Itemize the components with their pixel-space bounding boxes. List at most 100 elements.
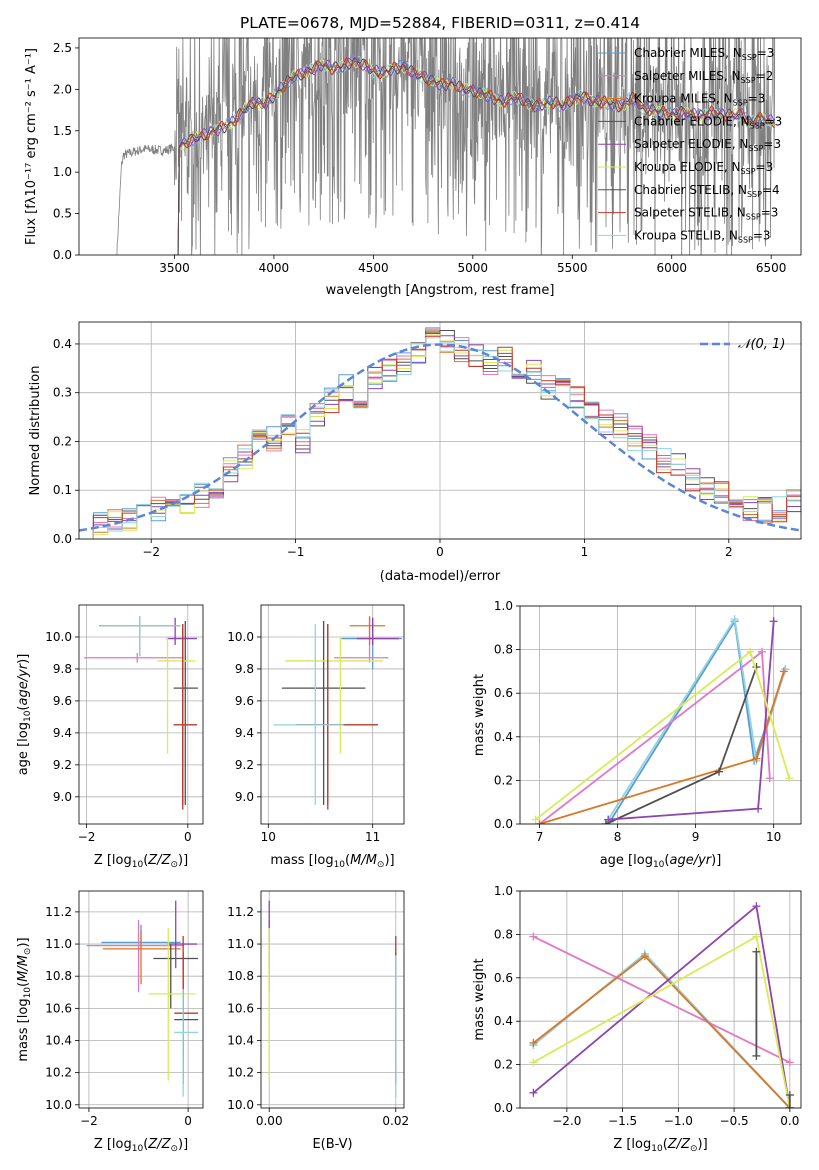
histogram-step <box>79 327 801 539</box>
mass_vs_Z-panel: −2 0 10.0 10.2 10.4 10.6 10.8 11.0 11.2 Z [log10(… <box>16 890 204 1154</box>
legend-label: 𝒩(0, 1) <box>738 337 785 352</box>
y-tick-label: 10.2 <box>45 1066 72 1080</box>
histogram-step <box>79 334 801 539</box>
legend-label: Salpeter MILES, NSSP=2 <box>634 69 773 85</box>
y-tick-label: 9.6 <box>235 694 254 708</box>
x-tick-label: 8 <box>614 830 622 844</box>
mass_vs_EBV-plot <box>268 900 397 1097</box>
legend-label: Chabrier MILES, NSSP=3 <box>634 46 774 62</box>
x-tick-label: −2 <box>78 830 96 844</box>
y-tick-label: 0.0 <box>53 248 72 262</box>
x-tick-label: −1.0 <box>664 1114 693 1128</box>
x-tick-label: 0 <box>184 830 192 844</box>
observed-spectrum-line <box>116 38 776 255</box>
figure-title: PLATE=0678, MJD=52884, FIBERID=0311, z=0… <box>240 14 640 32</box>
mass_weight_vs_age-plot <box>531 615 794 824</box>
model-spectrum-line <box>174 55 776 255</box>
histogram-step <box>79 330 801 539</box>
y-tick-label: 10.4 <box>227 1033 254 1047</box>
x-tick-label: −0.5 <box>720 1114 749 1128</box>
y-tick-label: 0.4 <box>53 337 72 351</box>
y-tick-label: 0.5 <box>53 207 72 221</box>
x-axis-label: Z [log10(Z/Z⊙)] <box>94 1137 188 1154</box>
x-tick-label: 0 <box>184 1114 192 1128</box>
axes-frame <box>78 604 204 825</box>
series-line <box>532 952 791 1108</box>
y-tick-label: 2.5 <box>53 41 72 55</box>
y-tick-label: 0.8 <box>494 927 513 941</box>
y-axis-label: Flux [fλ10⁻¹⁷ erg cm⁻² s⁻¹ A⁻¹] <box>24 48 39 245</box>
y-tick-label: 10.0 <box>45 1098 72 1112</box>
series-line <box>533 935 791 1064</box>
axes-frame <box>260 604 405 825</box>
y-tick-label: 9.2 <box>235 758 254 772</box>
x-tick-label: 5500 <box>557 261 588 275</box>
y-tick-label: 0.6 <box>494 971 513 985</box>
mass_vs_Z-plot <box>86 900 199 1097</box>
y-tick-label: 11.0 <box>227 937 254 951</box>
x-tick-label: 0.00 <box>256 1114 283 1128</box>
y-tick-label: 0.0 <box>494 817 513 831</box>
x-tick-label: −2 <box>142 545 160 559</box>
x-tick-label: 4000 <box>259 261 290 275</box>
legend-label: Kroupa MILES, NSSP=3 <box>634 92 765 108</box>
mass_weight_vs_Z-plot <box>529 902 794 1108</box>
series-line <box>532 952 791 1108</box>
y-tick-label: 10.6 <box>227 1001 254 1015</box>
x-tick-label: 1 <box>581 545 589 559</box>
mass_vs_EBV-panel: 0.00 0.02 10.0 10.2 10.4 10.6 10.8 11.0 11.2 E(B-… <box>227 890 409 1152</box>
y-tick-label: 1.5 <box>53 124 72 138</box>
y-tick-label: 10.8 <box>227 969 254 983</box>
y-tick-label: 2.0 <box>53 82 72 96</box>
histogram-step <box>79 328 801 539</box>
y-tick-label: 0.0 <box>53 532 72 546</box>
y-tick-label: 9.2 <box>53 758 72 772</box>
axes-frame <box>260 890 405 1109</box>
x-axis-label: mass [log10(M/M⊙)] <box>270 853 394 870</box>
y-tick-label: 9.6 <box>53 694 72 708</box>
y-tick-label: 10.0 <box>45 630 72 644</box>
age_vs_Z-plot <box>84 616 198 810</box>
y-axis-label: mass weight <box>472 958 487 1040</box>
model-spectrum-line <box>174 59 775 255</box>
y-tick-label: 0.0 <box>494 1101 513 1115</box>
age_vs_mass-panel: 10 11 9.0 9.2 9.4 9.6 9.8 10.0 mass [log10(M/M⊙)… <box>227 604 405 870</box>
x-tick-label: 0.0 <box>780 1114 799 1128</box>
model-spectrum-line <box>174 57 775 255</box>
y-tick-label: 9.4 <box>53 726 72 740</box>
x-axis-label: (data-model)/error <box>380 569 501 584</box>
legend-label: Kroupa STELIB, NSSP=3 <box>634 228 771 244</box>
axes-frame <box>78 37 802 256</box>
x-tick-label: 0 <box>436 545 444 559</box>
residuals-plot <box>79 327 801 539</box>
x-axis-label: E(B-V) <box>312 1137 352 1152</box>
x-tick-label: 9 <box>692 830 700 844</box>
y-tick-label: 0.3 <box>53 386 72 400</box>
x-tick-label: −1.5 <box>608 1114 637 1128</box>
y-tick-label: 9.0 <box>53 790 72 804</box>
x-tick-label: 0.02 <box>382 1114 409 1128</box>
y-tick-label: 1.0 <box>494 599 513 613</box>
x-tick-label: −2.0 <box>552 1114 581 1128</box>
y-tick-label: 10.0 <box>227 1098 254 1112</box>
x-axis-label: wavelength [Angstrom, rest frame] <box>326 283 555 298</box>
histogram-step <box>79 337 801 539</box>
y-tick-label: 0.6 <box>494 686 513 700</box>
mass_weight_vs_Z-panel: −2.0 −1.5 −1.0 −0.5 0.0 0.0 0.2 0.4 0.6 0.8 1.0 Z [… <box>472 884 802 1154</box>
legend-label: Chabrier ELODIE, NSSP=3 <box>634 114 782 130</box>
spectrum-plot <box>116 38 776 255</box>
y-tick-label: 9.8 <box>53 662 72 676</box>
histogram-step <box>79 335 801 539</box>
histogram-step <box>79 330 801 539</box>
x-axis-label: Z [log10(Z/Z⊙)] <box>94 853 188 870</box>
spectrum-panel: 3500 4000 4500 5000 5500 6000 6500 0.0 0.5 1.0 1.5… <box>24 37 802 298</box>
x-tick-label: −2 <box>80 1114 98 1128</box>
y-tick-label: 0.4 <box>494 1014 513 1028</box>
x-tick-label: 5000 <box>458 261 489 275</box>
y-tick-label: 0.4 <box>494 730 513 744</box>
y-tick-label: 9.0 <box>235 790 254 804</box>
axes-frame <box>78 321 802 540</box>
y-tick-label: 0.2 <box>494 773 513 787</box>
y-tick-label: 10.0 <box>227 630 254 644</box>
